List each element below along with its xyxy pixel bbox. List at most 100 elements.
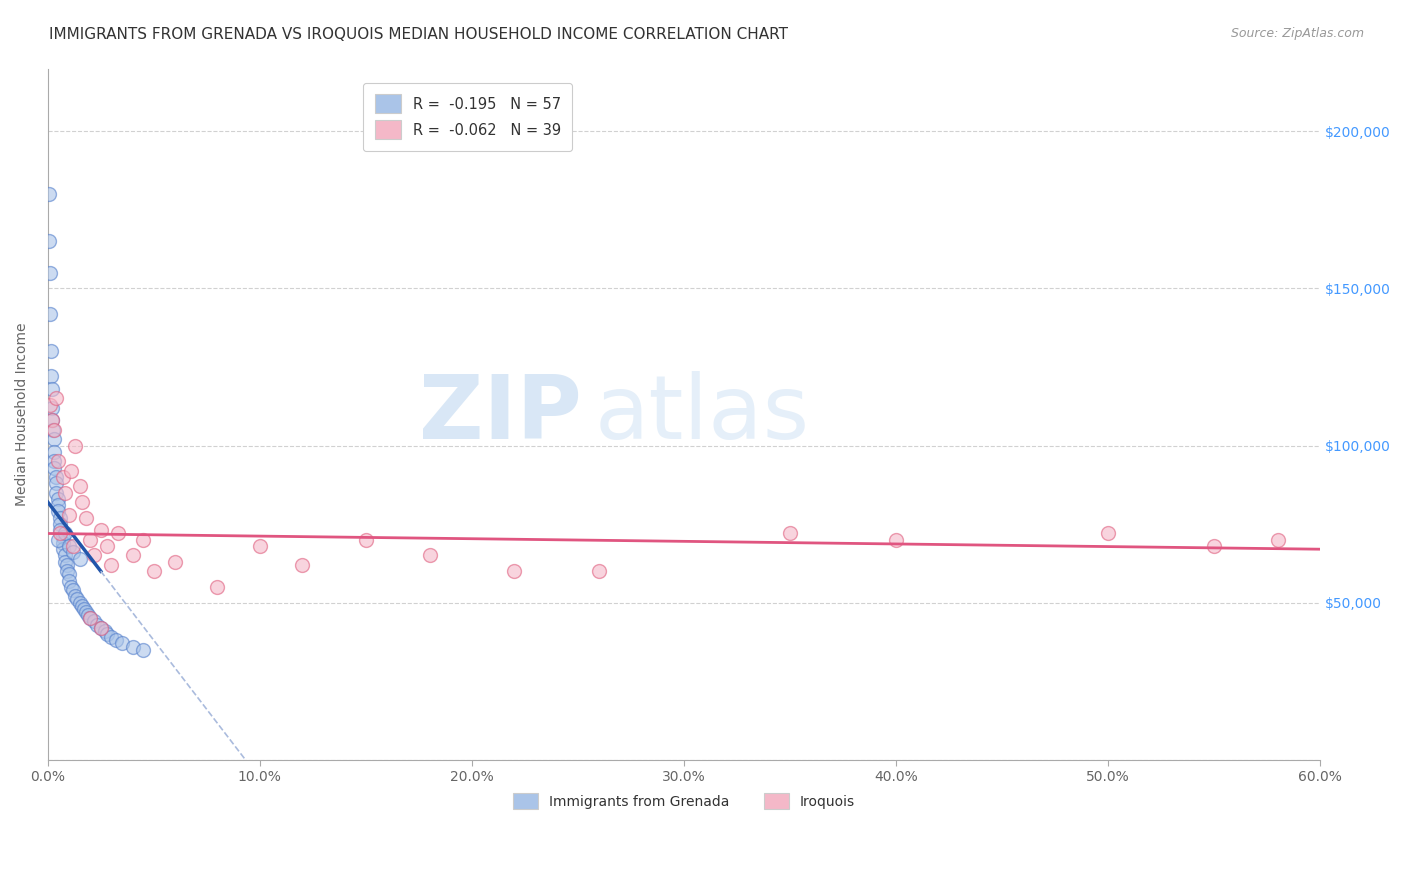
Point [111,636,134,650]
Point [1204,539,1226,553]
Point [48,504,70,518]
Point [62,582,84,597]
Point [48,491,70,506]
Point [207,580,229,594]
Point [107,526,129,541]
Legend: Immigrants from Grenada, Iroquois: Immigrants from Grenada, Iroquois [508,788,860,815]
Point [79,611,101,625]
Text: atlas: atlas [595,370,810,458]
Point [56,558,79,572]
Text: IMMIGRANTS FROM GRENADA VS IROQUOIS MEDIAN HOUSEHOLD INCOME CORRELATION CHART: IMMIGRANTS FROM GRENADA VS IROQUOIS MEDI… [49,27,789,42]
Point [104,633,127,648]
Y-axis label: Median Household Income: Median Household Income [15,322,30,506]
Point [60,464,83,478]
Point [58,539,80,553]
Point [83,549,105,563]
Point [45,485,67,500]
Point [86,617,108,632]
Point [291,558,314,572]
Point [41,382,63,396]
Point [38,187,60,202]
Point [588,564,610,578]
Point [52,530,75,544]
Point [41,413,63,427]
Point [69,596,91,610]
Point [39,369,62,384]
Point [53,555,76,569]
Point [100,558,122,572]
Point [249,539,271,553]
Point [96,627,118,641]
Point [65,590,87,604]
Point [39,344,62,359]
Point [62,539,84,553]
Point [100,630,122,644]
Point [132,642,155,657]
Point [503,564,526,578]
Point [1267,533,1289,547]
Point [132,533,155,547]
Point [142,564,165,578]
Point [45,392,67,406]
Point [60,580,83,594]
Point [94,624,117,638]
Point [48,498,70,512]
Point [79,611,101,625]
Point [75,510,97,524]
Point [83,615,105,629]
Point [52,470,75,484]
Point [56,564,79,578]
Point [58,574,80,588]
Point [39,307,62,321]
Point [70,495,93,509]
Point [418,549,440,563]
Point [69,479,91,493]
Point [66,592,89,607]
Point [70,599,93,613]
Point [49,524,72,538]
Point [96,539,118,553]
Point [49,510,72,524]
Point [58,567,80,582]
Point [42,454,65,468]
Point [48,454,70,468]
Point [53,549,76,563]
Point [38,398,60,412]
Point [42,423,65,437]
Point [42,460,65,475]
Point [73,602,96,616]
Point [42,445,65,459]
Point [1097,526,1119,541]
Point [41,401,63,415]
Point [52,536,75,550]
Point [90,524,112,538]
Point [90,621,112,635]
Point [52,542,75,557]
Text: ZIP: ZIP [419,370,582,458]
Point [41,413,63,427]
Point [884,533,907,547]
Point [42,432,65,446]
Point [163,555,186,569]
Text: Source: ZipAtlas.com: Source: ZipAtlas.com [1230,27,1364,40]
Point [69,551,91,566]
Point [77,608,100,623]
Point [45,476,67,491]
Point [79,533,101,547]
Point [779,526,801,541]
Point [45,470,67,484]
Point [49,517,72,532]
Point [53,485,76,500]
Point [62,545,84,559]
Point [354,533,377,547]
Point [38,266,60,280]
Point [58,508,80,522]
Point [75,605,97,619]
Point [49,526,72,541]
Point [38,235,60,249]
Point [42,423,65,437]
Point [90,621,112,635]
Point [65,438,87,452]
Point [48,533,70,547]
Point [121,549,143,563]
